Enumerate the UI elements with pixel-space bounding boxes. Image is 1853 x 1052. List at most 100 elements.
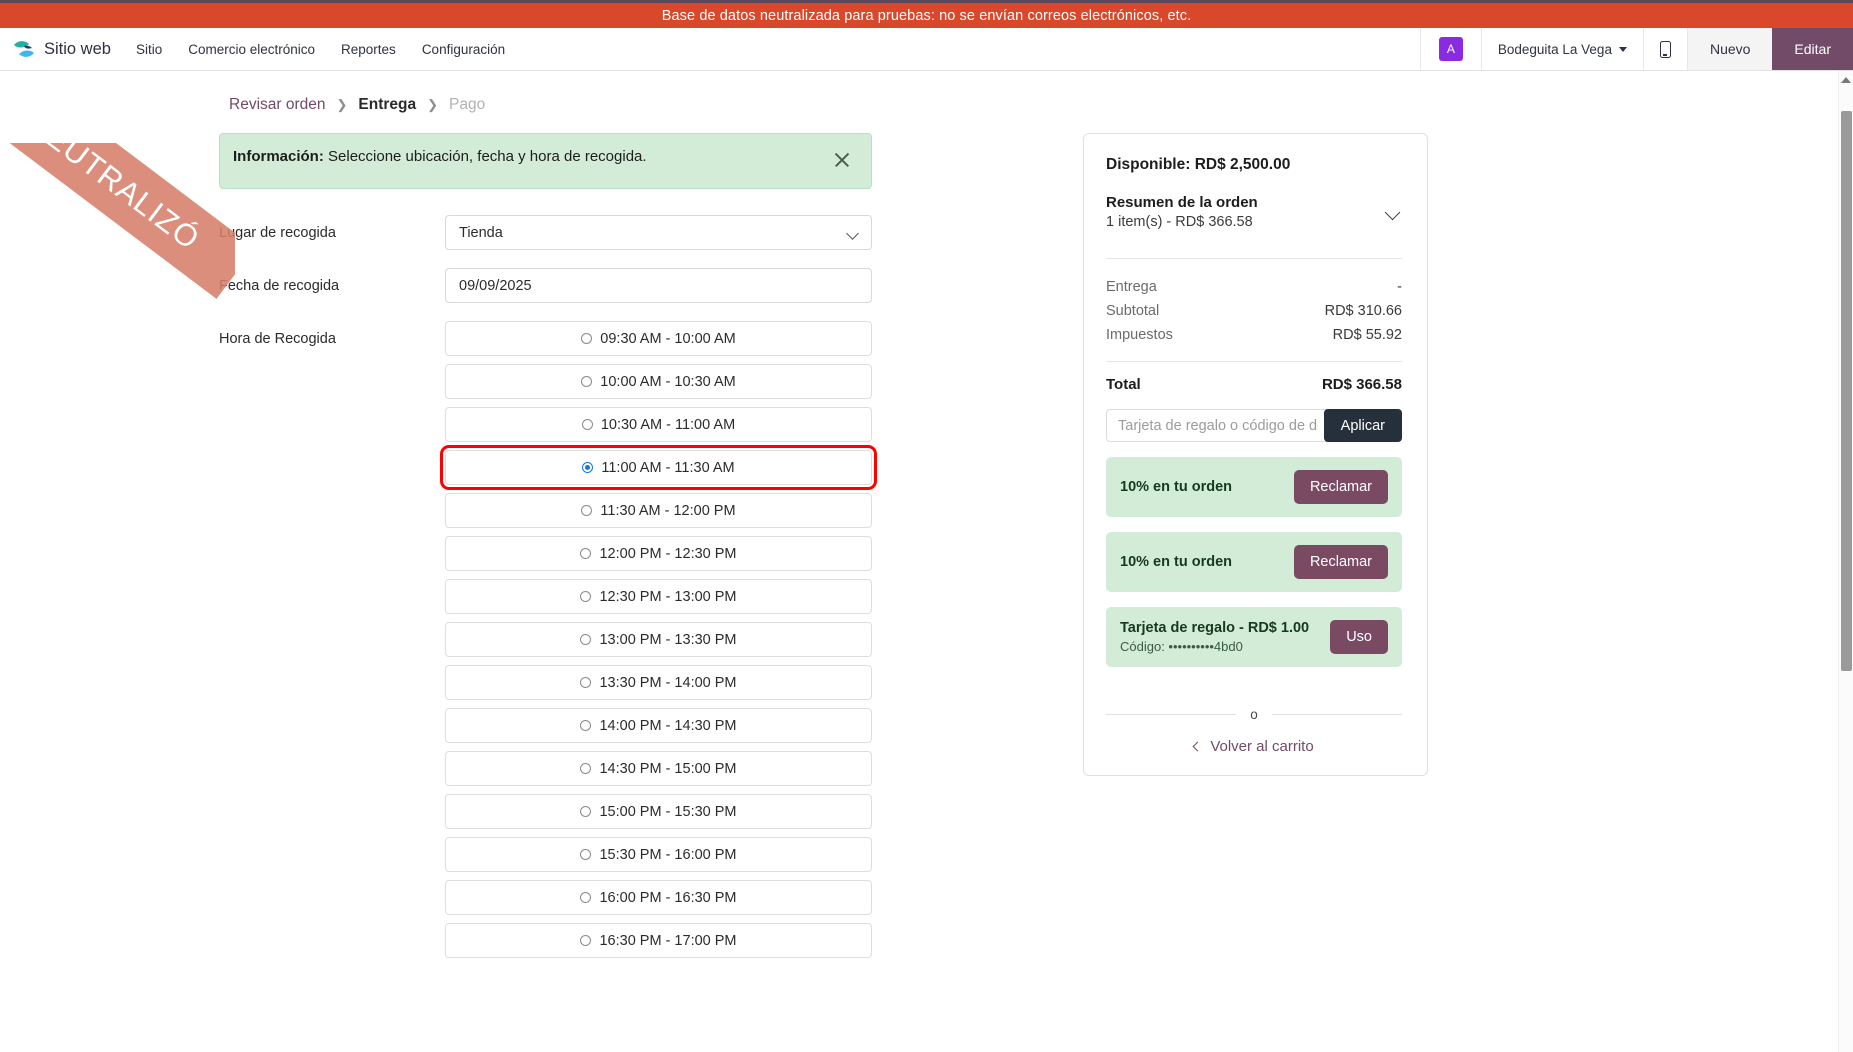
breadcrumb-item-revisar-orden[interactable]: Revisar orden <box>229 96 326 113</box>
time-slot-label: 10:00 AM - 10:30 AM <box>600 373 736 390</box>
promo-card: 10% en tu orden Reclamar <box>1106 457 1402 517</box>
edit-button[interactable]: Editar <box>1772 28 1853 70</box>
radio-button-icon[interactable] <box>580 763 592 774</box>
test-database-banner-text: Base de datos neutralizada para pruebas:… <box>661 7 1192 24</box>
mobile-preview-button[interactable] <box>1642 28 1687 70</box>
promo-title: Tarjeta de regalo - RD$ 1.00 <box>1120 620 1310 636</box>
shop-selector[interactable]: Bodeguita La Vega <box>1480 28 1643 70</box>
time-slot-option[interactable]: 11:00 AM - 11:30 AM <box>440 445 877 490</box>
time-slot-option[interactable]: 10:00 AM - 10:30 AM <box>445 364 872 399</box>
promo-text-group: Tarjeta de regalo - RD$ 1.00 Código: ••••… <box>1120 620 1309 654</box>
radio-button-icon[interactable] <box>580 591 592 602</box>
chevron-left-icon <box>1192 741 1203 752</box>
mobile-phone-icon <box>1659 40 1671 58</box>
time-slot-list: 09:30 AM - 10:00 AM 10:00 AM - 10:30 AM 10… <box>440 321 877 958</box>
chevron-down-icon <box>846 227 859 240</box>
radio-button-icon[interactable] <box>582 462 594 473</box>
time-slot-option[interactable]: 10:30 AM - 11:00 AM <box>445 407 872 442</box>
promo-action-button[interactable]: Reclamar <box>1293 545 1388 579</box>
radio-button-icon[interactable] <box>581 333 593 344</box>
summary-line: Subtotal RD$ 310.66 <box>1106 299 1402 323</box>
time-slot-option[interactable]: 12:30 PM - 13:00 PM <box>445 579 872 614</box>
summary-divider <box>1106 258 1402 259</box>
time-slot-option[interactable]: 11:30 AM - 12:00 PM <box>445 493 872 528</box>
promo-title: 10% en tu orden <box>1120 479 1232 495</box>
new-button[interactable]: Nuevo <box>1686 28 1773 70</box>
chevron-down-icon <box>1618 46 1627 52</box>
time-slot-option[interactable]: 13:30 PM - 14:00 PM <box>445 665 872 700</box>
breadcrumb: Revisar orden ❯ Entrega ❯ Pago <box>0 71 1838 114</box>
pickup-date-input[interactable]: 09/09/2025 <box>445 268 872 303</box>
page-scrollbar[interactable] <box>1838 71 1853 1052</box>
navbar-right-group: A Bodeguita La Vega Nuevo Editar <box>1419 28 1853 70</box>
radio-button-icon[interactable] <box>580 935 592 946</box>
radio-button-icon[interactable] <box>580 806 592 817</box>
back-to-cart-link[interactable]: Volver al carrito <box>1106 738 1402 755</box>
shop-selector-label: Bodeguita La Vega <box>1497 41 1612 57</box>
radio-button-icon[interactable] <box>580 548 592 559</box>
time-slot-label: 11:30 AM - 12:00 PM <box>600 502 736 519</box>
summary-line-label: Impuestos <box>1106 327 1173 343</box>
page-body: SE NEUTRALIZÓ Revisar orden ❯ Entrega ❯ … <box>0 71 1853 1052</box>
navbar-spacer <box>518 28 1420 70</box>
pickup-time-field: 09:30 AM - 10:00 AM 10:00 AM - 10:30 AM 10… <box>440 321 877 958</box>
radio-button-icon[interactable] <box>580 849 592 860</box>
time-slot-option[interactable]: 16:00 PM - 16:30 PM <box>445 880 872 915</box>
time-slot-option[interactable]: 16:30 PM - 17:00 PM <box>445 923 872 958</box>
time-slot-option[interactable]: 14:00 PM - 14:30 PM <box>445 708 872 743</box>
pickup-place-field: Tienda <box>445 215 872 250</box>
time-slot-label: 10:30 AM - 11:00 AM <box>600 416 736 433</box>
nav-item-configuracion[interactable]: Configuración <box>421 41 506 57</box>
pickup-date-value: 09/09/2025 <box>459 277 532 294</box>
time-slot-label: 11:00 AM - 11:30 AM <box>601 459 735 476</box>
promo-text-group: 10% en tu orden <box>1120 479 1232 495</box>
time-slot-label: 16:30 PM - 17:00 PM <box>599 932 737 949</box>
time-slot-label: 12:30 PM - 13:00 PM <box>599 588 737 605</box>
time-slot-label: 13:30 PM - 14:00 PM <box>599 674 737 691</box>
summary-line-value: RD$ 55.92 <box>1332 327 1402 343</box>
total-label: Total <box>1106 376 1141 393</box>
brand-home-link[interactable]: Sitio web <box>10 37 123 61</box>
time-slot-option[interactable]: 12:00 PM - 12:30 PM <box>445 536 872 571</box>
time-slot-option[interactable]: 15:30 PM - 16:00 PM <box>445 837 872 872</box>
delivery-form-column: Información: Seleccione ubicación, fecha… <box>219 133 974 958</box>
time-slot-option[interactable]: 13:00 PM - 13:30 PM <box>445 622 872 657</box>
nav-item-comercio[interactable]: Comercio electrónico <box>188 41 316 57</box>
apply-coupon-button[interactable]: Aplicar <box>1323 409 1402 442</box>
order-summary-heading-group: Resumen de la orden 1 item(s) - RD$ 366.… <box>1106 194 1258 230</box>
scrollbar-thumb[interactable] <box>1841 111 1852 671</box>
radio-button-icon[interactable] <box>581 419 593 430</box>
promo-action-button[interactable]: Uso <box>1330 620 1388 654</box>
radio-button-icon[interactable] <box>580 677 592 688</box>
website-logo-icon <box>12 37 36 61</box>
summary-line-label: Subtotal <box>1106 303 1160 319</box>
divider-rule-left <box>1106 714 1237 715</box>
order-summary-toggle[interactable]: Resumen de la orden 1 item(s) - RD$ 366.… <box>1106 194 1402 230</box>
summary-lines: Entrega - Subtotal RD$ 310.66 Impuestos RD$ 5… <box>1106 275 1402 347</box>
time-slot-option[interactable]: 09:30 AM - 10:00 AM <box>445 321 872 356</box>
promo-card: Tarjeta de regalo - RD$ 1.00 Código: ••••… <box>1106 607 1402 667</box>
nav-item-sitio[interactable]: Sitio <box>135 41 163 57</box>
scroll-up-arrow-icon[interactable] <box>1841 77 1851 83</box>
coupon-form: Aplicar <box>1106 409 1402 442</box>
radio-button-icon[interactable] <box>581 376 593 387</box>
nav-item-reportes[interactable]: Reportes <box>341 41 396 57</box>
pickup-place-select[interactable]: Tienda <box>445 215 872 250</box>
info-alert: Información: Seleccione ubicación, fecha… <box>219 133 872 189</box>
divider-rule-right <box>1271 714 1403 715</box>
radio-button-icon[interactable] <box>581 505 593 516</box>
pickup-date-row: Fecha de recogida 09/09/2025 <box>219 268 974 303</box>
promo-action-button[interactable]: Reclamar <box>1293 470 1388 504</box>
promo-title: 10% en tu orden <box>1120 554 1232 570</box>
coupon-input[interactable] <box>1106 409 1330 442</box>
breadcrumb-item-entrega[interactable]: Entrega <box>358 96 417 113</box>
radio-button-icon[interactable] <box>580 634 592 645</box>
time-slot-option[interactable]: 15:00 PM - 15:30 PM <box>445 794 872 829</box>
available-balance: Disponible: RD$ 2,500.00 <box>1106 156 1291 173</box>
close-icon[interactable] <box>829 147 855 173</box>
radio-button-icon[interactable] <box>580 892 592 903</box>
user-menu[interactable]: A <box>1419 28 1481 70</box>
radio-button-icon[interactable] <box>580 720 592 731</box>
time-slot-option[interactable]: 14:30 PM - 15:00 PM <box>445 751 872 786</box>
time-slot-label: 14:30 PM - 15:00 PM <box>599 760 737 777</box>
